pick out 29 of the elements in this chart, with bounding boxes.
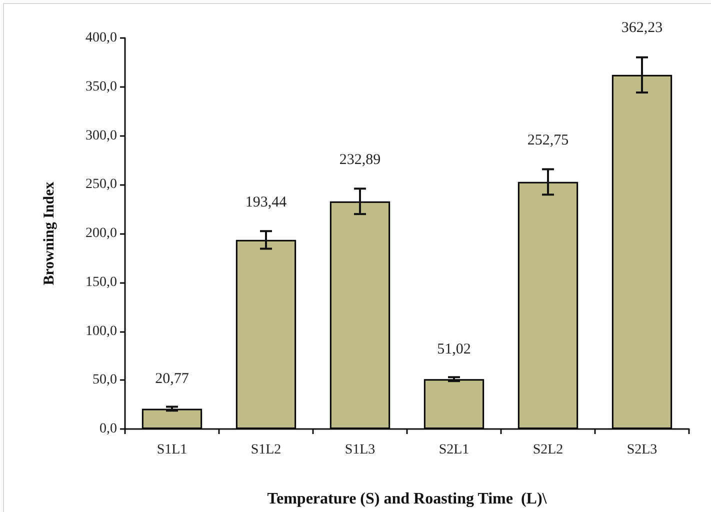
y-tick-label: 300,0 [86, 128, 117, 144]
x-tick-label: S2L1 [438, 442, 470, 458]
data-label: 232,89 [339, 152, 381, 168]
bar [612, 74, 672, 429]
data-label: 20,77 [155, 371, 190, 388]
x-tick-label: S1L3 [344, 442, 376, 458]
data-label: 362,23 [621, 20, 663, 36]
x-tick-label: S2L3 [626, 442, 658, 458]
bar [424, 379, 484, 429]
y-tick-label: 200,0 [86, 226, 117, 241]
y-tick-label: 150,0 [86, 274, 117, 290]
y-tick-label: 50,0 [92, 372, 117, 388]
x-axis-title: Temperature (S) and Roasting Time (L)\ [267, 490, 548, 508]
y-tick-label: 250,0 [86, 177, 117, 192]
x-tick-label: S2L2 [532, 442, 564, 458]
y-tick-label: 100,0 [86, 324, 117, 339]
bar [142, 408, 202, 429]
x-tick-label: S1L1 [156, 442, 188, 458]
y-tick-label: 350,0 [86, 79, 117, 94]
data-label: 193,44 [245, 194, 288, 211]
bar [236, 240, 296, 429]
data-label: 51,02 [437, 341, 471, 358]
data-label: 252,75 [527, 132, 569, 148]
bar [330, 201, 390, 429]
x-tick-label: S1L2 [250, 442, 282, 458]
y-tick-label: 0,0 [100, 422, 117, 436]
y-tick-label: 400,0 [86, 30, 117, 46]
y-axis-title: Browning Index [42, 181, 58, 286]
bar [518, 182, 578, 429]
